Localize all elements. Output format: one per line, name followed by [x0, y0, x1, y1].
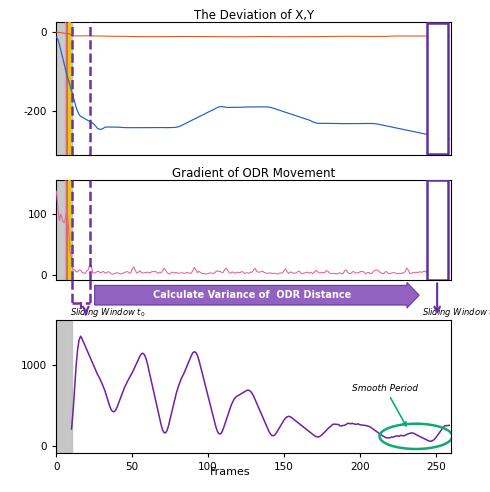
- Text: Smooth Period: Smooth Period: [352, 384, 418, 426]
- Title: The Deviation of X,Y: The Deviation of X,Y: [194, 9, 314, 22]
- Bar: [426, 23, 448, 154]
- FancyArrow shape: [95, 282, 419, 308]
- Bar: [426, 180, 448, 280]
- Title: Gradient of ODR Movement: Gradient of ODR Movement: [172, 167, 335, 180]
- Bar: [56, 22, 72, 155]
- Text: Calculate Variance of  ODR Distance: Calculate Variance of ODR Distance: [153, 290, 351, 300]
- X-axis label: Frames: Frames: [210, 467, 250, 477]
- Text: Sliding Window $t_0$: Sliding Window $t_0$: [70, 306, 146, 319]
- Bar: [56, 180, 72, 280]
- Text: Sliding Window $t_{fin}$: Sliding Window $t_{fin}$: [422, 306, 490, 319]
- Bar: [56, 320, 72, 453]
